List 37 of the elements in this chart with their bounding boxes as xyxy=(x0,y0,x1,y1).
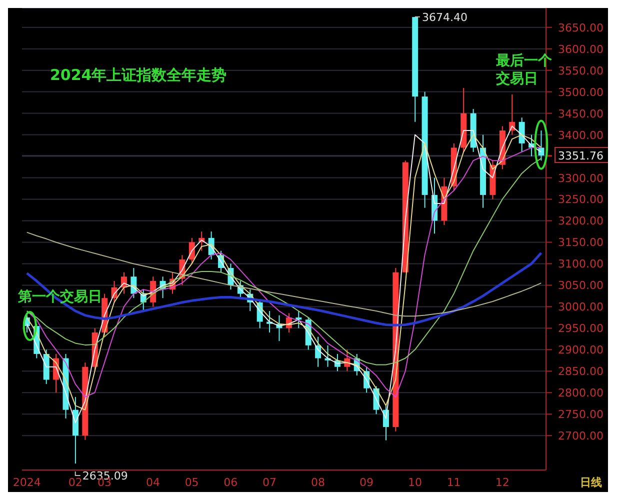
y-tick-label: 3400.00 xyxy=(558,128,604,142)
x-tick-label: 11 xyxy=(446,476,461,489)
x-tick-label: 10 xyxy=(408,476,422,489)
y-tick-label: 3450.00 xyxy=(558,107,604,120)
y-tick-label: 3050.00 xyxy=(558,279,604,292)
y-tick-label: 3500.00 xyxy=(558,86,604,99)
x-tick-label: 2024 xyxy=(12,476,41,489)
x-tick-label: 04 xyxy=(146,476,160,489)
y-tick-label: 2700.00 xyxy=(558,430,604,443)
y-tick-label: 2800.00 xyxy=(558,386,604,400)
x-tick-label: 07 xyxy=(262,476,276,489)
y-tick-label: 2950.00 xyxy=(558,322,604,336)
x-tick-label: 12 xyxy=(495,476,510,489)
y-tick-label: 3550.00 xyxy=(558,64,604,78)
y-tick-label: 2900.00 xyxy=(558,344,604,357)
y-tick-label: 3600.00 xyxy=(558,42,604,56)
x-tick-label: 06 xyxy=(224,476,238,489)
candlestick xyxy=(188,237,195,264)
text: 日线 xyxy=(580,475,603,491)
y-tick-label: 3300.00 xyxy=(558,172,604,185)
y-tick-label: 2850.00 xyxy=(558,365,604,378)
text: 2024年上证指数全年走势 xyxy=(50,66,227,85)
candlestick xyxy=(538,130,544,162)
x-tick-label: 05 xyxy=(184,476,199,489)
y-tick-label: 3150.00 xyxy=(558,236,604,250)
x-tick-label: 09 xyxy=(359,476,374,489)
annotation: 3674.40 xyxy=(422,10,468,24)
candlestick xyxy=(518,117,525,152)
x-tick-label: 08 xyxy=(310,476,325,489)
x-tick-label: 02 xyxy=(68,476,82,489)
y-tick-label: 3200.00 xyxy=(558,214,604,228)
y-tick-label: 3650.00 xyxy=(558,21,604,34)
y-tick-label: 3000.00 xyxy=(558,300,604,314)
y-tick-label: 3351.76 xyxy=(558,150,604,163)
y-tick-label: 3100.00 xyxy=(558,258,604,271)
y-tick-label: 2750.00 xyxy=(558,408,604,422)
y-tick-label: 3250.00 xyxy=(558,193,604,206)
